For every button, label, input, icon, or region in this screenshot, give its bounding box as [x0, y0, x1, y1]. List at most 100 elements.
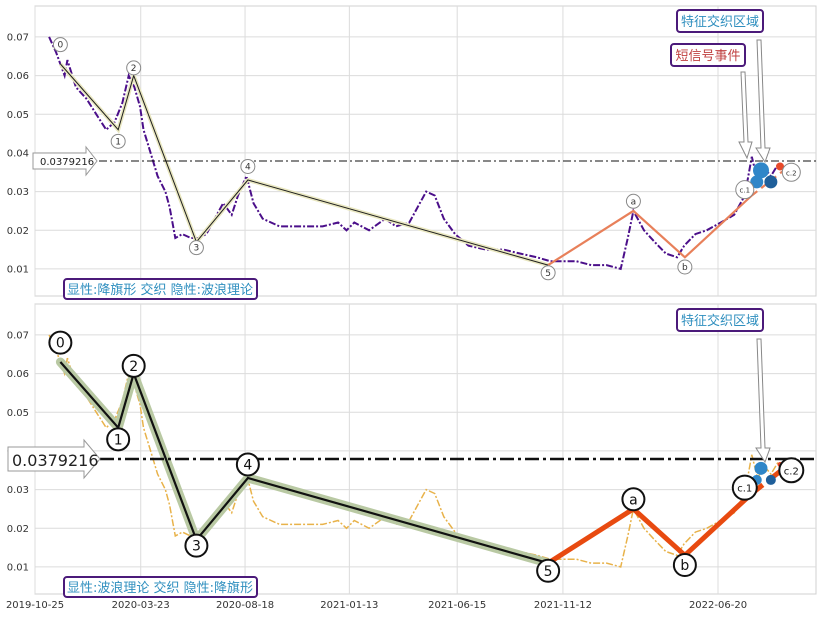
top-caption-text: 显性:降旗形 交织 隐性:波浪理论 — [67, 282, 253, 298]
wave-point-circle — [621, 487, 646, 512]
top-annotation-short-signal-text: 短信号事件 — [675, 49, 740, 64]
top-annotation-arrows — [738, 39, 771, 164]
wave-point-circle — [52, 37, 68, 53]
price-line — [48, 36, 779, 271]
wave-point-circle — [184, 533, 209, 558]
top-level-tag-text: 0.0379216 — [40, 157, 94, 168]
wave-point-circle — [121, 353, 146, 378]
wave-point-circle — [235, 452, 260, 477]
wave-point-circle — [731, 474, 758, 501]
wave-point-text: 5 — [545, 269, 551, 279]
x-tick-label: 2019-10-25 — [6, 600, 64, 611]
wave-point-circle — [781, 162, 801, 182]
bottom-level-tag-text: 0.0379216 — [12, 451, 99, 470]
bottom-caption: 显性:波浪理论 交织 隐性:降旗形 — [63, 576, 258, 598]
bottom-annotation-interleave: 特征交织区域 — [676, 308, 764, 332]
y-tick-label: 0.03 — [7, 485, 29, 496]
wave-point-text: 1 — [115, 137, 121, 147]
wave-point-circle — [677, 259, 693, 275]
wave-point-text: 2 — [131, 64, 137, 74]
wave-point-text: c.2 — [784, 466, 799, 477]
wave-point-label: b — [677, 259, 693, 275]
bottom-caption-text: 显性:波浪理论 交织 隐性:降旗形 — [67, 580, 253, 596]
x-tick-label: 2022-06-20 — [689, 600, 747, 611]
y-tick-label: 0.05 — [7, 110, 29, 121]
wave-point-text: b — [680, 558, 689, 574]
wave-point-text: c.1 — [737, 484, 752, 495]
bottom-annotation-interleave-text: 特征交织区域 — [681, 313, 759, 329]
wave-point-text: a — [629, 492, 638, 508]
wave-point-text: 1 — [114, 432, 123, 448]
wave-point-label: c.2 — [778, 457, 805, 484]
wave-point-label: 5 — [540, 265, 556, 281]
wave-point-text: a — [631, 197, 637, 207]
price-line — [48, 334, 779, 568]
wave-point-circle — [48, 330, 73, 355]
top-markers — [750, 162, 785, 189]
bottom-price-series — [48, 334, 779, 568]
wave-point-label: 0 — [48, 330, 73, 355]
wave-point-label: 1 — [110, 133, 126, 149]
top-caption: 显性:降旗形 交织 隐性:波浪理论 — [63, 278, 258, 300]
wave-point-label: c.2 — [781, 162, 801, 182]
wave-point-text: b — [682, 263, 688, 273]
signal-marker — [754, 461, 768, 475]
wave-point-label: c.1 — [731, 474, 758, 501]
y-tick-label: 0.07 — [7, 32, 29, 43]
wave-point-label: 2 — [126, 60, 142, 76]
signal-marker — [765, 474, 776, 485]
bottom-level-tag: 0.0379216 — [7, 438, 101, 480]
wave-point-circle — [110, 133, 126, 149]
wave-point-label: 5 — [536, 558, 561, 583]
x-tick-label: 2021-01-13 — [320, 600, 378, 611]
wave-point-circle — [625, 193, 641, 209]
bottom-plot-area — [34, 303, 817, 595]
wave-point-circle — [106, 427, 131, 452]
wave-point-text: 4 — [245, 162, 251, 172]
x-tick-label: 2021-11-12 — [534, 600, 592, 611]
top-annotation-interleave-text: 特征交织区域 — [681, 14, 759, 30]
signal-marker — [764, 175, 778, 189]
top-point-labels: 0 1 2 3 4 5 a b c.1 c.2 — [52, 37, 801, 281]
top-annotation-interleave: 特征交织区域 — [676, 9, 764, 33]
y-tick-label: 0.05 — [7, 408, 29, 419]
wave-point-text: 0 — [58, 41, 64, 51]
wave-point-circle — [126, 60, 142, 76]
bottom-annotation-arrow — [755, 338, 771, 464]
correction-wave-line — [546, 491, 754, 566]
y-tick-label: 0.06 — [7, 369, 29, 380]
signal-marker — [752, 162, 769, 179]
wave-point-text: 5 — [544, 564, 553, 580]
y-tick-label: 0.01 — [7, 562, 29, 573]
signal-marker — [750, 175, 764, 189]
y-tick-label: 0.03 — [7, 187, 29, 198]
top-panel: 0.01 0.02 0.03 0.04 0.05 0.06 0.07 0 1 2 3 4 5 a b c.1… — [7, 5, 817, 300]
wave-point-circle — [540, 265, 556, 281]
wave-point-text: 0 — [56, 336, 65, 352]
wave-point-label: 4 — [240, 158, 256, 174]
wave-point-circle — [188, 240, 204, 256]
wave-point-circle — [240, 158, 256, 174]
y-tick-label: 0.02 — [7, 226, 29, 237]
impulse-wave-line — [60, 63, 549, 266]
x-tick-label: 2020-03-23 — [112, 600, 170, 611]
wave-point-text: c.1 — [740, 187, 751, 195]
signal-marker — [776, 162, 785, 171]
wave-point-label: a — [621, 487, 646, 512]
top-annotation-short-signal: 短信号事件 — [670, 43, 746, 67]
wave-point-text: 2 — [129, 359, 138, 375]
top-level-tag: 0.0379216 — [32, 145, 98, 177]
wave-point-label: 1 — [106, 427, 131, 452]
wave-point-label: c.1 — [735, 180, 755, 200]
wave-point-text: 3 — [192, 539, 201, 555]
top-y-tick-labels: 0.01 0.02 0.03 0.04 0.05 0.06 0.07 — [7, 32, 29, 275]
top-price-series — [48, 36, 779, 271]
wave-point-text: 3 — [194, 244, 200, 254]
wave-point-label: b — [672, 553, 697, 577]
y-tick-label: 0.04 — [7, 148, 29, 159]
wave-point-label: 2 — [121, 353, 146, 378]
wave-point-label: 3 — [184, 533, 209, 558]
y-tick-label: 0.07 — [7, 330, 29, 341]
x-tick-label: 2021-06-15 — [428, 600, 486, 611]
